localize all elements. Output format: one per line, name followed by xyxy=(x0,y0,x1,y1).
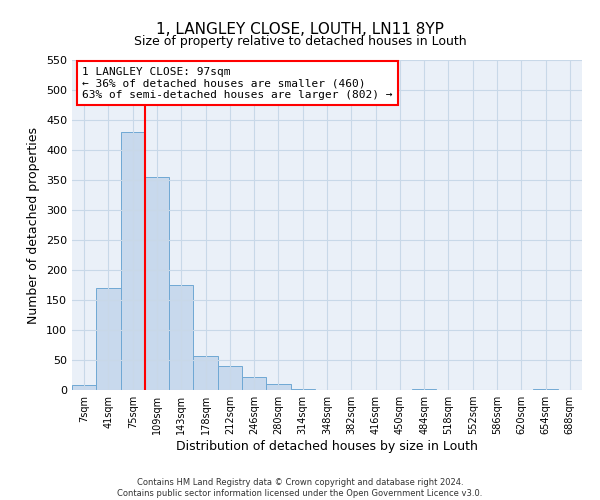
Bar xyxy=(96,288,121,390)
Bar xyxy=(266,384,290,390)
Y-axis label: Number of detached properties: Number of detached properties xyxy=(28,126,40,324)
Text: Contains HM Land Registry data © Crown copyright and database right 2024.
Contai: Contains HM Land Registry data © Crown c… xyxy=(118,478,482,498)
Bar xyxy=(169,285,193,390)
Text: 1, LANGLEY CLOSE, LOUTH, LN11 8YP: 1, LANGLEY CLOSE, LOUTH, LN11 8YP xyxy=(156,22,444,38)
Bar xyxy=(145,177,169,390)
Bar xyxy=(193,356,218,390)
Bar xyxy=(242,377,266,390)
Bar xyxy=(290,389,315,390)
Bar xyxy=(72,385,96,390)
Text: Size of property relative to detached houses in Louth: Size of property relative to detached ho… xyxy=(134,35,466,48)
Bar xyxy=(121,132,145,390)
X-axis label: Distribution of detached houses by size in Louth: Distribution of detached houses by size … xyxy=(176,440,478,453)
Bar xyxy=(218,366,242,390)
Text: 1 LANGLEY CLOSE: 97sqm
← 36% of detached houses are smaller (460)
63% of semi-de: 1 LANGLEY CLOSE: 97sqm ← 36% of detached… xyxy=(82,66,392,100)
